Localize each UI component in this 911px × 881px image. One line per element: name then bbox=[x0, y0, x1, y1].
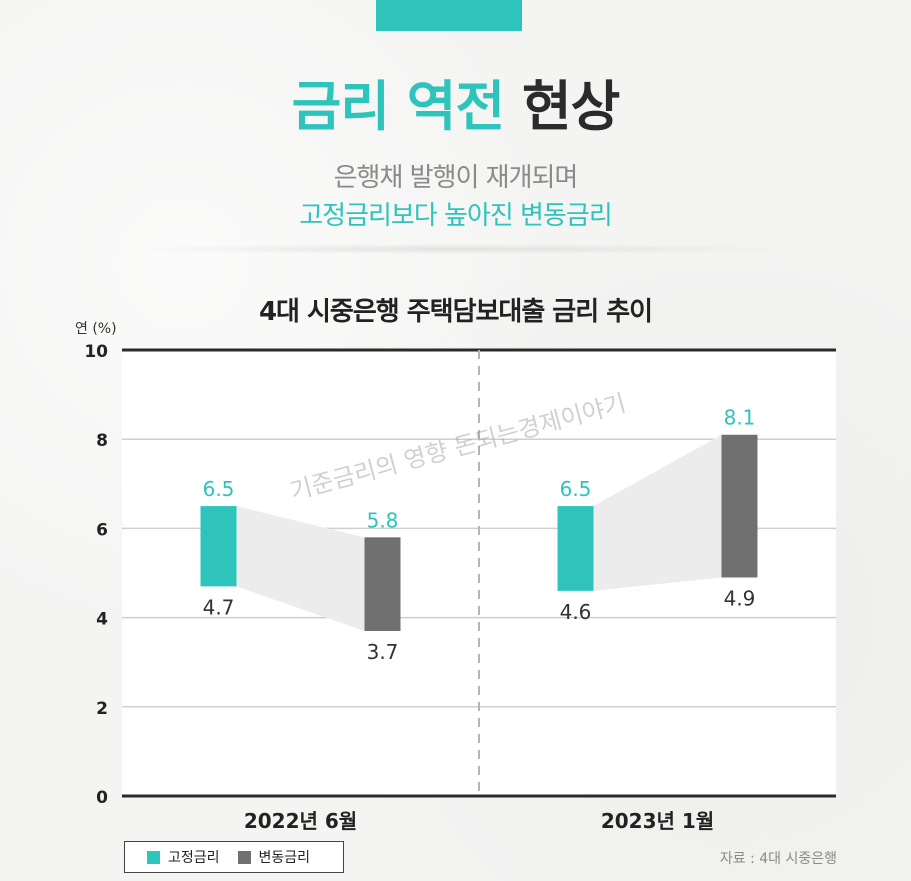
bar-variable bbox=[721, 434, 758, 578]
bar-fixed bbox=[200, 506, 237, 587]
value-label-high: 6.5 bbox=[560, 477, 592, 501]
bar-variable bbox=[364, 537, 401, 631]
legend: 고정금리 변동금리 bbox=[124, 841, 344, 873]
x-category-label: 2023년 1월 bbox=[601, 809, 714, 833]
legend-item-variable: 변동금리 bbox=[237, 847, 311, 867]
source-note: 자료 : 4대 시중은행 bbox=[719, 851, 837, 867]
y-tick-label: 2 bbox=[96, 699, 108, 719]
headline-dark: 현상 bbox=[521, 75, 620, 138]
y-tick-label: 10 bbox=[84, 342, 108, 362]
value-label-low: 3.7 bbox=[367, 640, 399, 664]
legend-swatch-variable bbox=[237, 850, 251, 864]
value-label-high: 8.1 bbox=[724, 406, 756, 430]
divider-shadow bbox=[120, 244, 800, 254]
y-tick-label: 8 bbox=[96, 431, 108, 451]
y-tick-label: 4 bbox=[96, 610, 108, 630]
x-category-label: 2022년 6월 bbox=[244, 809, 357, 833]
y-tick-label: 6 bbox=[96, 520, 108, 540]
y-axis-unit-label: 연 (%) bbox=[75, 321, 117, 337]
top-accent-tab bbox=[376, 0, 522, 31]
legend-item-fixed: 고정금리 bbox=[147, 847, 220, 867]
headline: 금리 역전 현상 bbox=[0, 72, 911, 142]
value-label-low: 4.9 bbox=[724, 586, 756, 610]
value-label-high: 6.5 bbox=[203, 477, 235, 501]
legend-label-fixed: 고정금리 bbox=[168, 850, 220, 866]
subtitle-line2: 고정금리보다 높아진 변동금리 bbox=[299, 201, 613, 231]
value-label-low: 4.6 bbox=[560, 600, 592, 624]
legend-label-variable: 변동금리 bbox=[258, 850, 311, 866]
legend-swatch-fixed bbox=[147, 850, 160, 864]
chart-title: 4대 시중은행 주택담보대출 금리 추이 bbox=[258, 297, 653, 327]
value-label-low: 4.7 bbox=[203, 595, 235, 619]
bar-fixed bbox=[557, 506, 594, 591]
connector-band bbox=[593, 434, 722, 591]
headline-accent: 금리 역전 bbox=[291, 75, 506, 138]
connector-band bbox=[236, 506, 365, 631]
y-tick-label: 0 bbox=[96, 788, 108, 808]
subtitle-line1: 은행채 발행이 재개되며 bbox=[333, 163, 579, 193]
value-label-high: 5.8 bbox=[367, 508, 399, 532]
